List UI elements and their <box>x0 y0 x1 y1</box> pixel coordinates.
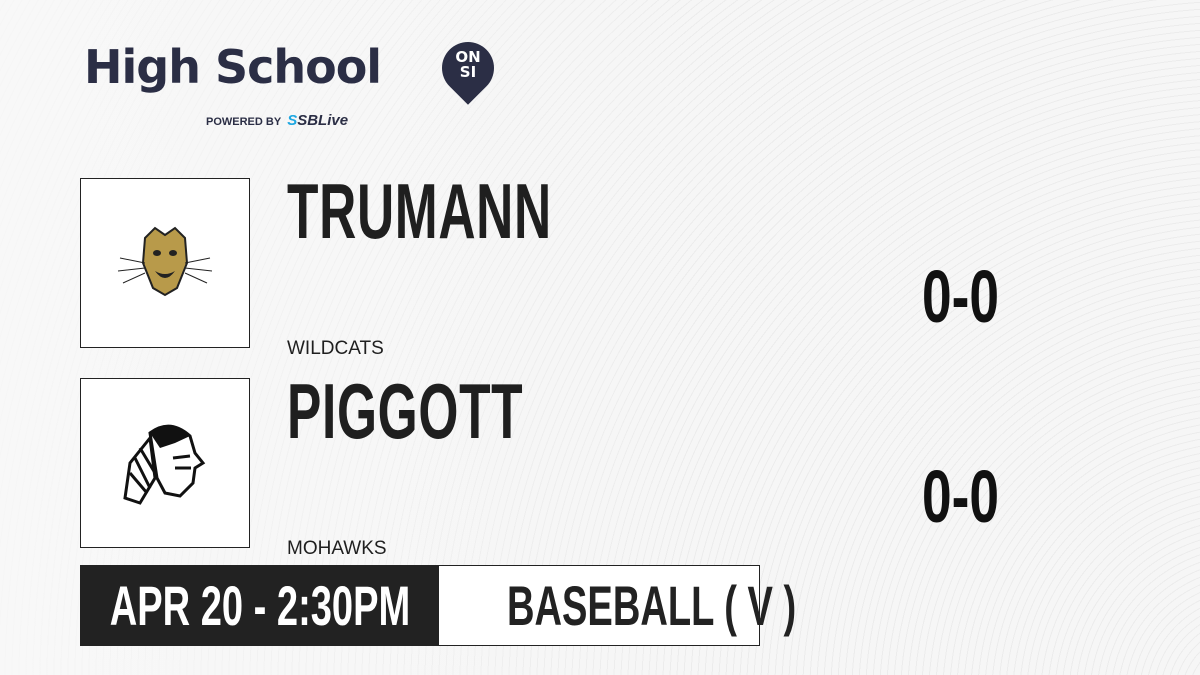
team-logo-piggott <box>80 378 250 548</box>
team-mascot: WILDCATS <box>287 338 384 359</box>
mohawk-head-icon <box>123 424 206 505</box>
team-score: 0-0 <box>922 255 1000 338</box>
game-info-bar: APR 20 - 2:30PM BASEBALL ( V ) <box>80 565 796 646</box>
team-name: TRUMANN <box>287 167 552 255</box>
logo-title: High School <box>84 40 382 94</box>
team-score: 0-0 <box>922 455 1000 538</box>
team-mascot: MOHAWKS <box>287 538 387 559</box>
sblive-logo: SBLive <box>297 112 349 129</box>
game-datetime: APR 20 - 2:30PM <box>81 566 439 645</box>
on-si-badge: ON SI <box>455 48 481 81</box>
high-school-on-si-logo: High School ON SI POWERED BY SSBLive <box>84 31 505 129</box>
team-name: PIGGOTT <box>287 367 524 455</box>
wildcat-head-icon <box>117 226 213 297</box>
powered-by: POWERED BY SSBLive <box>206 112 349 129</box>
game-sport: BASEBALL ( V ) <box>507 574 797 637</box>
team-logo-trumann <box>80 178 250 348</box>
